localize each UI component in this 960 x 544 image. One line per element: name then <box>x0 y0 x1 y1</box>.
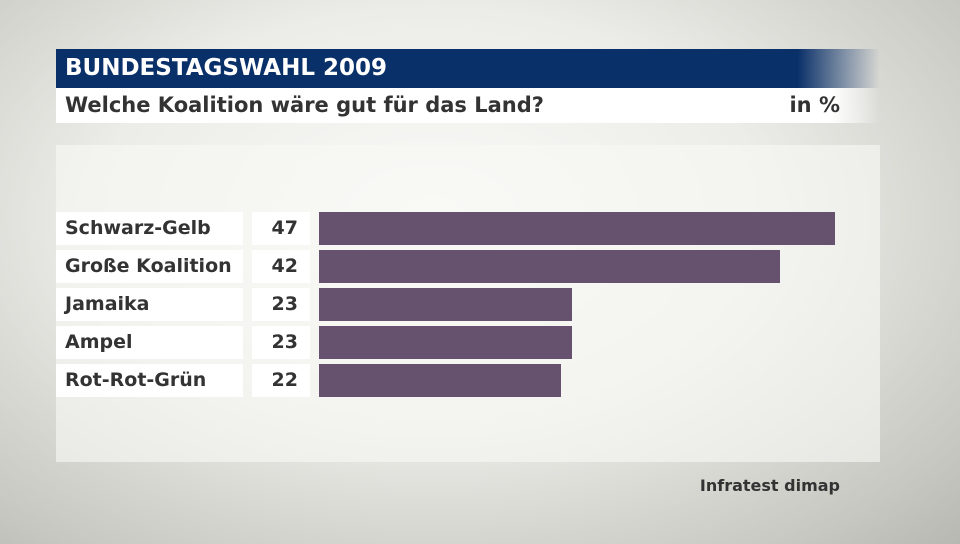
category-label: Ampel <box>56 326 243 359</box>
bar <box>319 212 835 245</box>
data-label: 22 <box>252 364 310 397</box>
category-label: Jamaika <box>56 288 243 321</box>
header-title: BUNDESTAGSWAHL 2009 <box>65 55 388 81</box>
category-label: Große Koalition <box>56 250 243 283</box>
data-label: 47 <box>252 212 310 245</box>
data-label: 23 <box>252 326 310 359</box>
data-label: 23 <box>252 288 310 321</box>
bar <box>319 326 572 359</box>
category-label: Schwarz-Gelb <box>56 212 243 245</box>
chart-subtitle: Welche Koalition wäre gut für das Land? <box>65 93 544 117</box>
category-label: Rot-Rot-Grün <box>56 364 243 397</box>
source-label: Infratest dimap <box>699 476 840 495</box>
unit-label: in % <box>789 93 840 117</box>
bar <box>319 288 572 321</box>
data-label: 42 <box>252 250 310 283</box>
chart-header: BUNDESTAGSWAHL 2009 <box>56 49 880 88</box>
bar <box>319 250 781 283</box>
bar <box>319 364 561 397</box>
chart-subtitle-bar: Welche Koalition wäre gut für das Land? i… <box>56 88 880 123</box>
